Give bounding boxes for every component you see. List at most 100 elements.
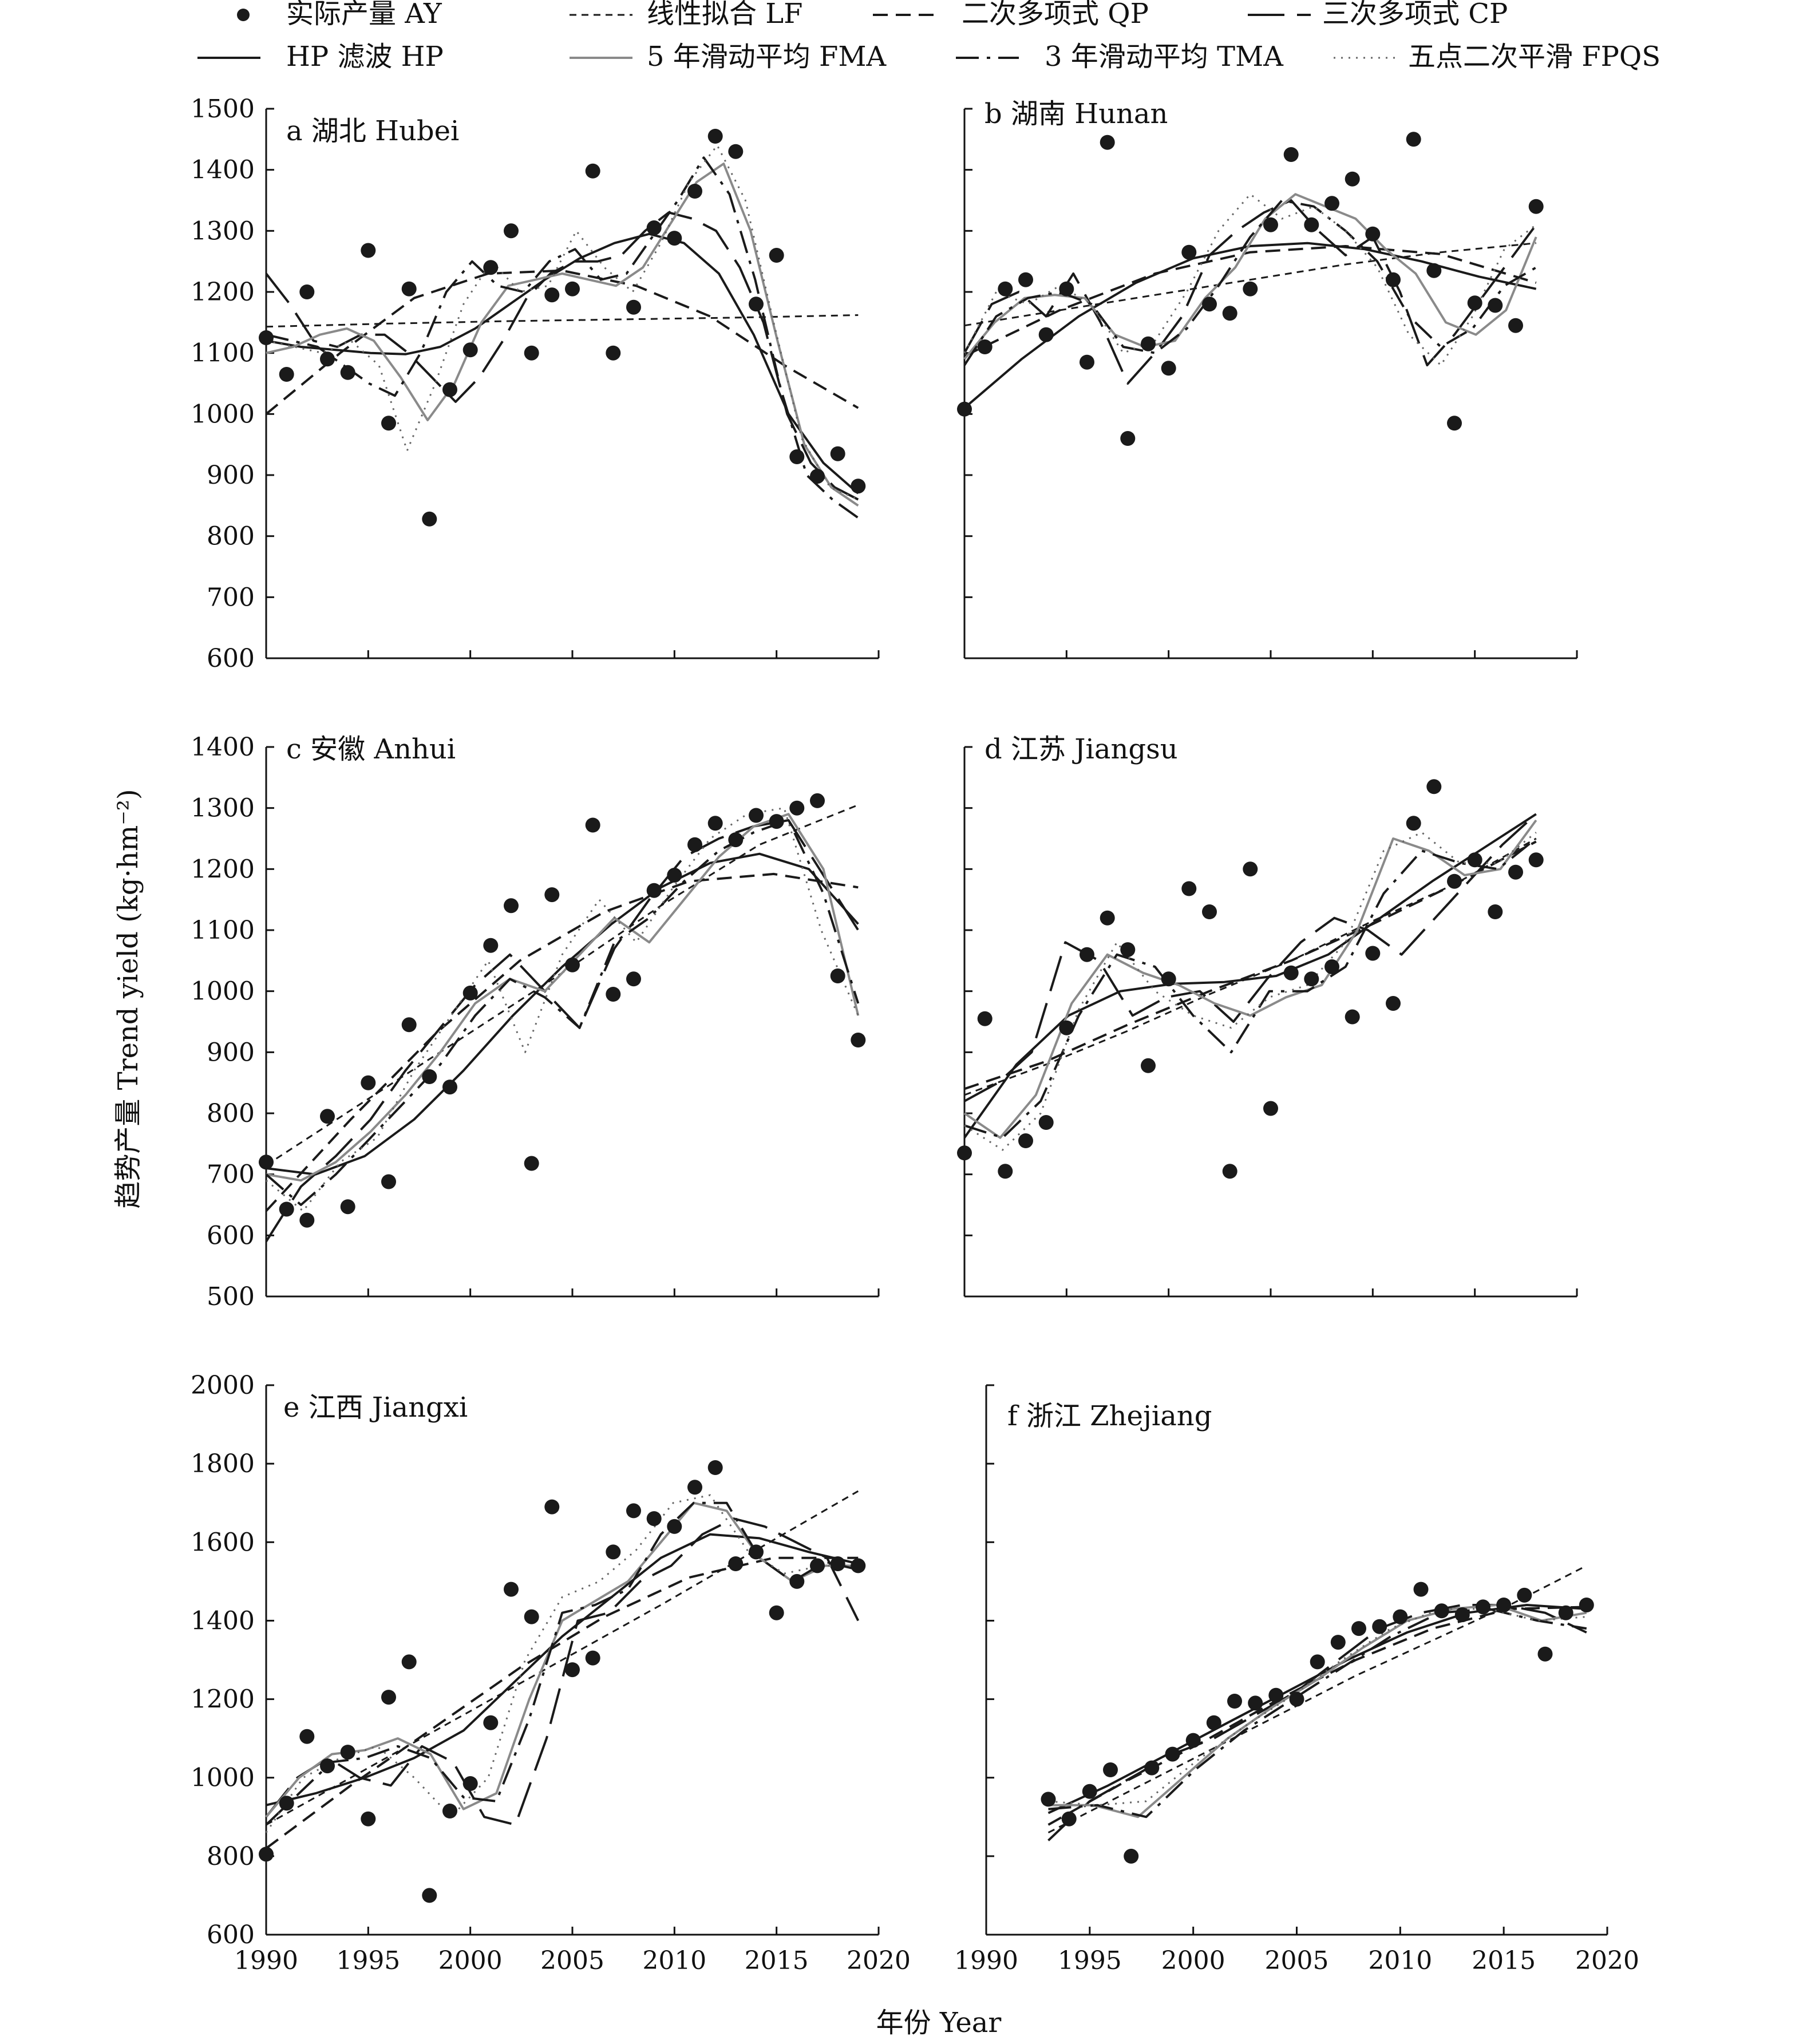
actual-point bbox=[279, 367, 294, 382]
actual-point bbox=[1100, 135, 1115, 150]
x-tick-label: 2000 bbox=[1161, 1946, 1225, 1975]
panel-title: d 江苏 Jiangsu bbox=[984, 733, 1178, 765]
actual-point bbox=[810, 1558, 825, 1573]
actual-point bbox=[810, 469, 825, 484]
series-QP-line bbox=[964, 245, 1537, 357]
actual-point bbox=[707, 129, 723, 144]
actual-point bbox=[1372, 1619, 1387, 1634]
actual-point bbox=[789, 449, 805, 464]
actual-point bbox=[977, 1011, 993, 1026]
x-tick-label: 2015 bbox=[745, 1946, 809, 1975]
actual-point bbox=[1406, 132, 1421, 147]
actual-point bbox=[707, 1460, 723, 1475]
actual-point bbox=[442, 1804, 457, 1818]
actual-point bbox=[1447, 873, 1462, 889]
actual-point bbox=[1283, 965, 1299, 981]
actual-point bbox=[483, 938, 499, 953]
panel-title: f 浙江 Zhejiang bbox=[1007, 1400, 1212, 1432]
actual-point bbox=[646, 220, 662, 235]
actual-point bbox=[646, 1511, 662, 1527]
y-tick-label: 900 bbox=[207, 461, 255, 490]
x-tick-label: 1995 bbox=[336, 1946, 400, 1975]
actual-point bbox=[1447, 416, 1462, 431]
actual-point bbox=[1467, 852, 1482, 868]
legend-item-FPQS: 五点二次平滑 FPQS bbox=[1334, 41, 1660, 73]
actual-point bbox=[728, 1556, 744, 1571]
actual-point bbox=[320, 351, 335, 367]
actual-point bbox=[299, 1729, 315, 1744]
panel-a: 600 700 800 900 1000 1100 1200 1300 1400 1500 a 湖北… bbox=[191, 94, 880, 673]
series-QP-line bbox=[265, 1556, 859, 1849]
actual-point bbox=[585, 817, 600, 833]
actual-point bbox=[1165, 1746, 1180, 1762]
actual-point bbox=[1080, 354, 1094, 370]
actual-point bbox=[1059, 281, 1074, 296]
actual-point bbox=[789, 1573, 805, 1589]
y-tick-label: 1200 bbox=[191, 278, 255, 307]
actual-point bbox=[524, 345, 539, 361]
actual-point bbox=[1386, 996, 1401, 1011]
actual-point bbox=[504, 898, 519, 914]
actual-point bbox=[667, 868, 682, 883]
actual-point bbox=[1038, 327, 1054, 342]
actual-point bbox=[422, 1888, 437, 1903]
actual-point bbox=[361, 243, 376, 258]
legend-item-AY: 实际产量 AY bbox=[237, 0, 442, 30]
panel-title: e 江西 Jiangxi bbox=[283, 1391, 468, 1424]
actual-point bbox=[462, 342, 478, 358]
series-FPQS-line bbox=[1048, 1608, 1587, 1806]
actual-point bbox=[1103, 1762, 1118, 1777]
series-TMA-line bbox=[265, 1501, 859, 1826]
series-CP-line bbox=[1047, 1604, 1587, 1841]
actual-point bbox=[998, 1164, 1013, 1179]
series-FMA-line bbox=[1048, 1604, 1587, 1818]
x-tick-label: 2015 bbox=[1472, 1946, 1536, 1975]
actual-point bbox=[422, 511, 437, 527]
actual-point bbox=[1222, 1164, 1237, 1179]
actual-point bbox=[565, 281, 580, 296]
actual-point bbox=[483, 1715, 499, 1730]
actual-point bbox=[1161, 971, 1176, 987]
series-QP-line bbox=[964, 840, 1537, 1090]
series-LF-line bbox=[266, 314, 859, 328]
y-tick-label: 600 bbox=[207, 1920, 255, 1950]
series-LF-line bbox=[266, 804, 859, 1166]
actual-point bbox=[565, 1662, 580, 1678]
actual-point bbox=[749, 296, 764, 312]
actual-point bbox=[1393, 1609, 1408, 1624]
x-tick-label: 2020 bbox=[847, 1946, 911, 1975]
y-tick-label: 500 bbox=[207, 1282, 255, 1311]
actual-point bbox=[504, 223, 519, 239]
actual-point bbox=[1185, 1733, 1201, 1748]
y-tick-label: 1800 bbox=[191, 1449, 255, 1478]
actual-point bbox=[1304, 971, 1319, 987]
actual-point bbox=[1018, 1133, 1033, 1148]
actual-point bbox=[1496, 1598, 1512, 1612]
actual-point bbox=[565, 957, 580, 972]
actual-point bbox=[1467, 295, 1482, 311]
actual-point bbox=[1100, 910, 1115, 926]
actual-point bbox=[462, 985, 478, 1001]
actual-point bbox=[320, 1758, 335, 1774]
y-tick-label: 600 bbox=[207, 644, 255, 673]
series-FPQS-line bbox=[266, 144, 859, 501]
actual-point bbox=[1345, 1009, 1360, 1025]
actual-point bbox=[1365, 946, 1381, 961]
actual-point bbox=[957, 401, 972, 417]
actual-point bbox=[1059, 1020, 1074, 1035]
legend-swatch-AY bbox=[237, 9, 250, 21]
x-tick-label: 2010 bbox=[642, 1946, 706, 1975]
actual-point bbox=[1038, 1115, 1054, 1130]
actual-point bbox=[524, 1156, 539, 1171]
actual-point bbox=[381, 1690, 396, 1705]
actual-point bbox=[1222, 306, 1237, 321]
actual-point bbox=[606, 345, 621, 361]
panel-title: c 安徽 Anhui bbox=[286, 733, 456, 765]
y-tick-label: 1100 bbox=[191, 916, 255, 945]
actual-point bbox=[1202, 296, 1217, 312]
actual-point bbox=[544, 1499, 560, 1515]
y-tick-label: 600 bbox=[207, 1221, 255, 1250]
actual-point bbox=[1508, 318, 1523, 333]
x-tick-label: 1990 bbox=[234, 1946, 298, 1975]
